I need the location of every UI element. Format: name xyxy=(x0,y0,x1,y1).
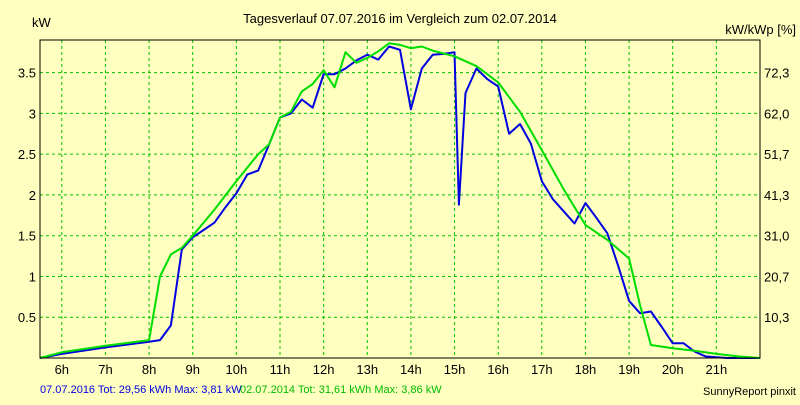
y-tick-label: 0.5 xyxy=(18,310,36,325)
x-tick-label: 12h xyxy=(313,362,335,377)
y2-tick-label: 51,7 xyxy=(764,147,789,162)
x-tick-label: 14h xyxy=(400,362,422,377)
y2-tick-label: 31,0 xyxy=(764,229,789,244)
x-tick-label: 6h xyxy=(55,362,69,377)
x-tick-label: 10h xyxy=(226,362,248,377)
y2-tick-label: 62,0 xyxy=(764,106,789,121)
series-line-02-07-2014 xyxy=(39,42,761,359)
y2-axis-tick-labels: 10,3 20,7 31,0 41,3 51,7 62,0 72,3 xyxy=(764,66,789,326)
y2-tick-label: 72,3 xyxy=(764,66,789,81)
plot-area xyxy=(40,40,760,358)
y-axis-label-left: kW xyxy=(32,15,52,30)
y2-tick-label: 10,3 xyxy=(764,310,789,325)
x-tick-label: 19h xyxy=(618,362,640,377)
footer-stats-2014: 02.07.2014 Tot: 31,61 kWh Max: 3,86 kW xyxy=(240,384,442,396)
series-layer xyxy=(39,42,761,359)
chart-title: Tagesverlauf 07.07.2016 im Vergleich zum… xyxy=(243,11,557,26)
x-tick-label: 18h xyxy=(575,362,597,377)
y-tick-label: 3 xyxy=(29,106,36,121)
y-tick-label: 1 xyxy=(29,269,36,284)
y2-tick-label: 41,3 xyxy=(764,188,789,203)
y-tick-label: 2.5 xyxy=(18,147,36,162)
x-tick-label: 15h xyxy=(444,362,466,377)
footer-stats-2016: 07.07.2016 Tot: 29,56 kWh Max: 3,81 kW xyxy=(40,384,242,396)
x-tick-label: 7h xyxy=(98,362,112,377)
y2-tick-label: 20,7 xyxy=(764,269,789,284)
x-tick-label: 13h xyxy=(356,362,378,377)
x-tick-label: 16h xyxy=(487,362,509,377)
vertical-gridlines xyxy=(61,40,717,358)
y-tick-label: 1.5 xyxy=(18,229,36,244)
plot-frame xyxy=(39,39,761,359)
x-tick-label: 9h xyxy=(185,362,199,377)
x-tick-label: 20h xyxy=(662,362,684,377)
footer-credit: SunnyReport pinxit xyxy=(703,386,796,398)
y-tick-label: 2 xyxy=(29,188,36,203)
y-axis-tick-labels: 0.5 1 1.5 2 2.5 3 3.5 xyxy=(18,66,36,326)
x-tick-label: 8h xyxy=(142,362,156,377)
x-tick-label: 11h xyxy=(270,362,291,377)
x-axis-tick-labels: 6h 7h 8h 9h 10h 11h 12h 13h 14h 15h 16h 17h 18h 19h 20… xyxy=(55,362,728,377)
y-axis-label-right: kW/kWp [%] xyxy=(725,22,796,37)
y-tick-label: 3.5 xyxy=(18,66,36,81)
x-tick-label: 21h xyxy=(706,362,728,377)
x-tick-label: 17h xyxy=(531,362,553,377)
